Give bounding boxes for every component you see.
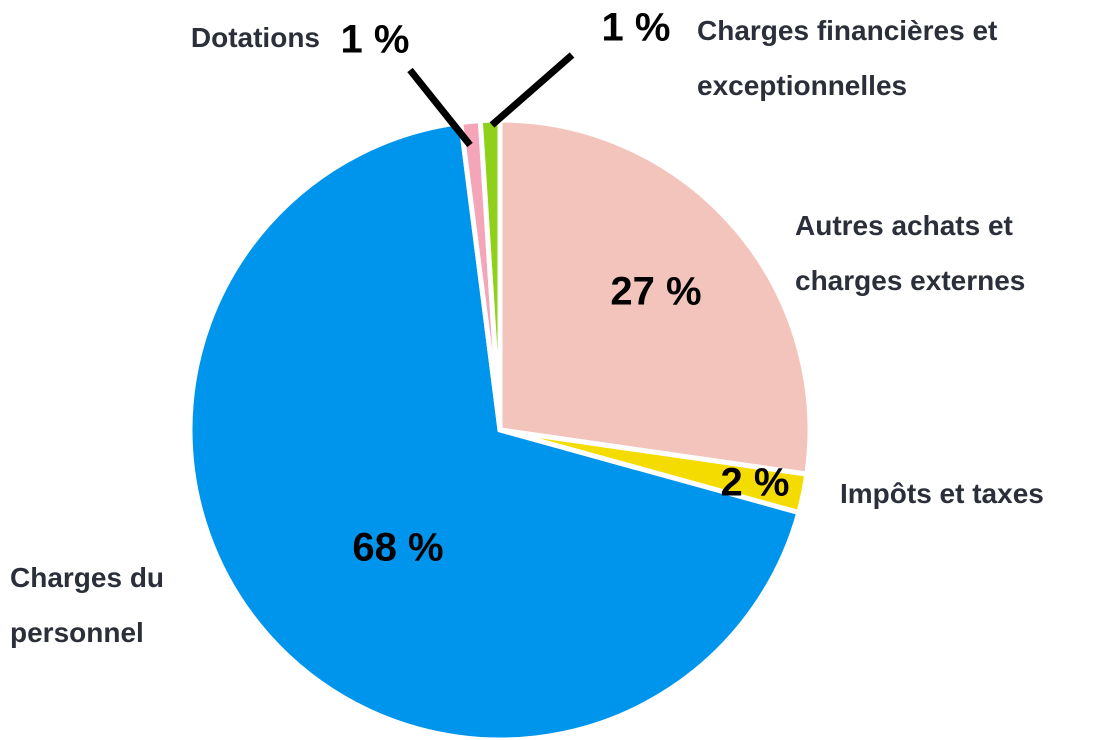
value-label: 1 %	[601, 5, 671, 50]
pie-slice	[497, 117, 813, 477]
category-label: Impôts et taxes	[840, 478, 1044, 509]
leader-line	[407, 67, 473, 148]
category-label: Autres achats et charges externes	[795, 210, 1026, 296]
category-label: Charges du personnel	[10, 562, 165, 648]
value-label: 27 %	[610, 269, 702, 314]
category-label: Dotations	[190, 22, 320, 53]
value-label: 2 %	[720, 460, 790, 505]
pie-slice	[187, 119, 802, 740]
value-label: 1 %	[340, 17, 410, 62]
value-label: 68 %	[352, 525, 444, 570]
leader-line	[489, 52, 575, 128]
category-label: Charges financières et exceptionnelles	[697, 15, 998, 101]
